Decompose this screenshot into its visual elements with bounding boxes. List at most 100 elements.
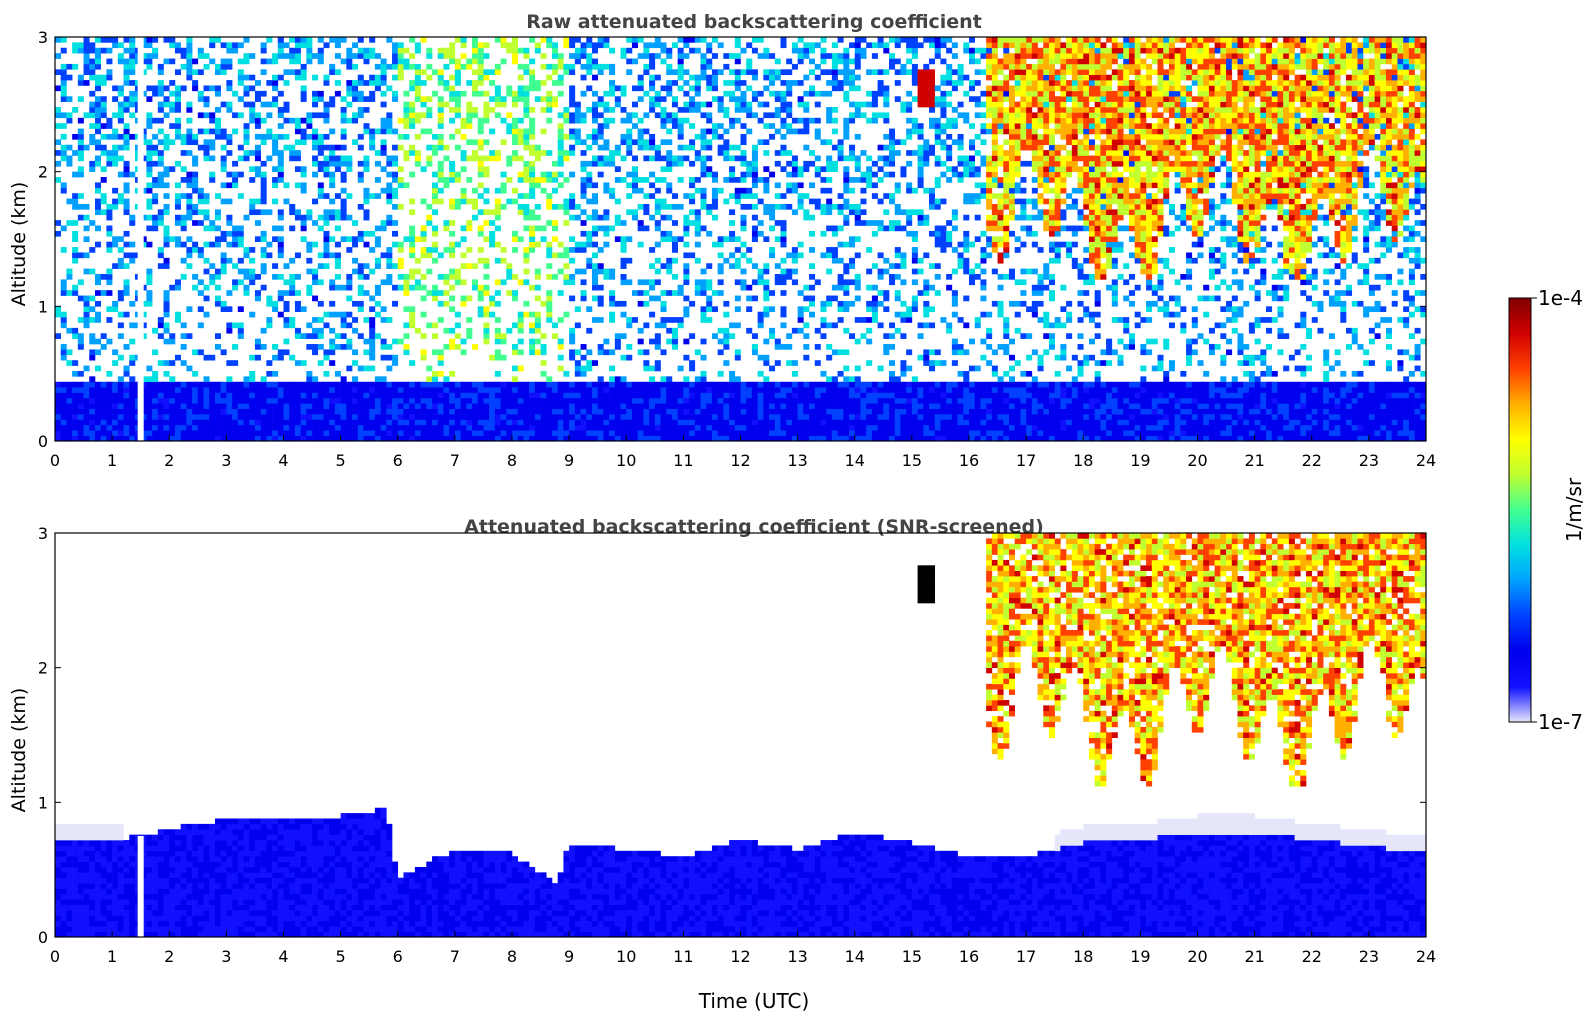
heatmap-cell: [769, 171, 776, 178]
heatmap-cell: [392, 90, 399, 97]
heatmap-cell: [769, 435, 776, 442]
heatmap-cell: [574, 322, 581, 329]
heatmap-cell: [112, 96, 119, 102]
heatmap-cell: [534, 295, 541, 302]
heatmap-cell: [117, 198, 124, 205]
heatmap-cell: [192, 397, 199, 404]
heatmap-cell: [392, 387, 399, 393]
heatmap-cell: [751, 37, 758, 43]
heatmap-cell: [449, 419, 456, 426]
heatmap-cell: [203, 435, 210, 442]
heatmap-cell: [591, 90, 598, 97]
heatmap-cell: [414, 85, 421, 92]
heatmap-cell: [809, 42, 816, 49]
heatmap-cell: [694, 419, 701, 426]
heatmap-cell: [203, 408, 210, 415]
heatmap-cell: [671, 203, 678, 210]
heatmap-cell: [55, 430, 62, 436]
heatmap-cell: [454, 37, 461, 43]
heatmap-cell: [386, 85, 393, 92]
heatmap-cell: [180, 408, 187, 415]
heatmap-cell: [117, 295, 124, 302]
heatmap-cell: [289, 279, 296, 286]
heatmap-cell: [123, 69, 130, 76]
heatmap-cell: [449, 74, 456, 81]
heatmap-cell: [83, 63, 90, 70]
heatmap-cell: [734, 236, 741, 242]
heatmap-cell: [677, 123, 684, 129]
heatmap-cell: [591, 74, 598, 81]
heatmap-cell: [700, 203, 707, 210]
heatmap-cell: [689, 360, 696, 366]
heatmap-cell: [620, 392, 627, 399]
heatmap-cell: [112, 392, 119, 399]
heatmap-cell: [300, 74, 307, 81]
heatmap-cell: [517, 177, 524, 183]
heatmap-cell: [420, 311, 427, 318]
heatmap-cell: [483, 139, 490, 146]
heatmap-cell: [614, 333, 621, 339]
heatmap-cell: [689, 182, 696, 189]
heatmap-cell: [197, 53, 204, 59]
heatmap-cell: [563, 279, 570, 286]
heatmap-cell: [163, 96, 170, 102]
heatmap-cell: [643, 42, 650, 49]
heatmap-cell: [386, 160, 393, 167]
heatmap-cell: [357, 408, 364, 415]
heatmap-cell: [346, 387, 353, 393]
heatmap-cell: [66, 112, 73, 119]
heatmap-cell: [494, 85, 501, 92]
heatmap-cell: [374, 424, 381, 431]
heatmap-cell: [757, 430, 764, 436]
heatmap-cell: [826, 322, 833, 329]
heatmap-cell: [254, 338, 261, 345]
heatmap-cell: [791, 117, 798, 124]
heatmap-cell: [112, 236, 119, 242]
heatmap-cell: [386, 193, 393, 199]
heatmap-cell: [557, 252, 564, 259]
heatmap-cell: [397, 247, 404, 253]
heatmap-cell: [100, 150, 107, 156]
heatmap-cell: [266, 370, 273, 377]
heatmap-cell: [786, 381, 793, 388]
heatmap-cell: [197, 430, 204, 436]
heatmap-cell: [237, 387, 244, 393]
heatmap-cell: [94, 155, 101, 162]
heatmap-cell: [614, 96, 621, 102]
heatmap-cell: [186, 117, 193, 124]
heatmap-cell: [243, 284, 250, 291]
heatmap-cell: [843, 187, 850, 194]
heatmap-cell: [534, 274, 541, 280]
heatmap-cell: [683, 268, 690, 275]
heatmap-cell: [72, 107, 79, 113]
heatmap-cell: [631, 214, 638, 221]
heatmap-cell: [494, 37, 501, 43]
heatmap-cell: [214, 128, 221, 135]
heatmap-cell: [277, 90, 284, 97]
heatmap-cell: [226, 241, 233, 248]
heatmap-cell: [620, 408, 627, 415]
heatmap-cell: [477, 381, 484, 388]
heatmap-cell: [77, 387, 84, 393]
heatmap-cell: [94, 63, 101, 70]
heatmap-cell: [660, 47, 667, 54]
heatmap-cell: [420, 198, 427, 205]
heatmap-cell: [174, 387, 181, 393]
heatmap-cell: [437, 354, 444, 361]
heatmap-cell: [214, 392, 221, 399]
heatmap-cell: [649, 284, 656, 291]
heatmap-cell: [66, 435, 73, 442]
heatmap-cell: [157, 247, 164, 253]
heatmap-cell: [854, 220, 861, 226]
heatmap-cell: [831, 74, 838, 81]
heatmap-cell: [186, 150, 193, 156]
heatmap-cell: [123, 209, 130, 216]
heatmap-cell: [803, 322, 810, 329]
heatmap-cell: [757, 198, 764, 205]
heatmap-cell: [129, 376, 136, 383]
heatmap-cell: [711, 203, 718, 210]
heatmap-cell: [420, 430, 427, 436]
heatmap-cell: [329, 397, 336, 404]
heatmap-cell: [557, 133, 564, 140]
heatmap-cell: [689, 252, 696, 259]
